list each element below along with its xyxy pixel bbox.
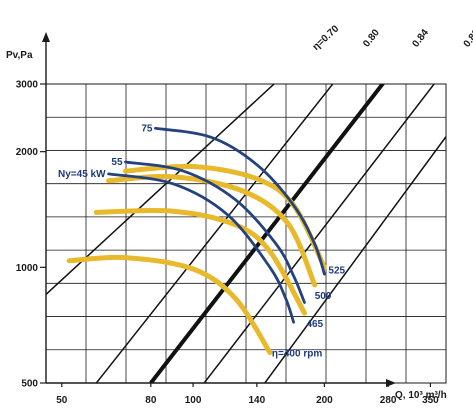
y-tick-label: 2000 (16, 147, 39, 158)
x-axis-title: Q, 10³ m³/h (395, 390, 447, 401)
chart-labels: 500 1000 2000 3000 50 80 100 140 200 280 350 Pv,Pa Q… (6, 23, 473, 406)
x-tick-label: 80 (145, 395, 157, 406)
power-curves (107, 126, 326, 324)
y-tick-label: 500 (21, 379, 38, 390)
x-tick-label: 100 (185, 395, 202, 406)
power-curve (107, 172, 295, 324)
x-tick-label: 140 (248, 395, 265, 406)
efficiency-label: 0.80 (462, 27, 473, 49)
efficiency-line (264, 135, 446, 383)
efficiency-label: η=0.70 (311, 23, 342, 53)
power-curve-label: 75 (141, 123, 153, 134)
speed-curve-label: 525 (328, 265, 345, 276)
efficiency-line (203, 84, 436, 383)
power-curve (154, 126, 326, 276)
power-curve (124, 160, 306, 304)
x-tick-label: 350 (422, 395, 439, 406)
efficiency-label: 0.84 (410, 27, 431, 49)
x-tick-label: 200 (316, 395, 333, 406)
y-tick-label: 3000 (16, 80, 39, 91)
speed-curve-label: η=400 rpm (272, 349, 322, 360)
efficiency-label: 0.80 (361, 27, 382, 49)
chart-axes (40, 32, 432, 387)
y-tick-label: 1000 (16, 263, 39, 274)
efficiency-line (149, 84, 386, 383)
speed-curve-label: 500 (315, 291, 332, 302)
speed-curve (106, 173, 318, 288)
x-tick-label: 50 (56, 395, 68, 406)
speed-curve (93, 207, 307, 316)
speed-curve (66, 254, 273, 356)
speed-curve-label: 465 (306, 319, 323, 330)
y-axis-title: Pv,Pa (6, 50, 33, 61)
power-curve-label: 55 (111, 157, 123, 168)
power-curve-label: Ny=45 kW (58, 169, 106, 180)
y-axis-arrow (42, 32, 50, 42)
x-tick-label: 280 (380, 395, 397, 406)
